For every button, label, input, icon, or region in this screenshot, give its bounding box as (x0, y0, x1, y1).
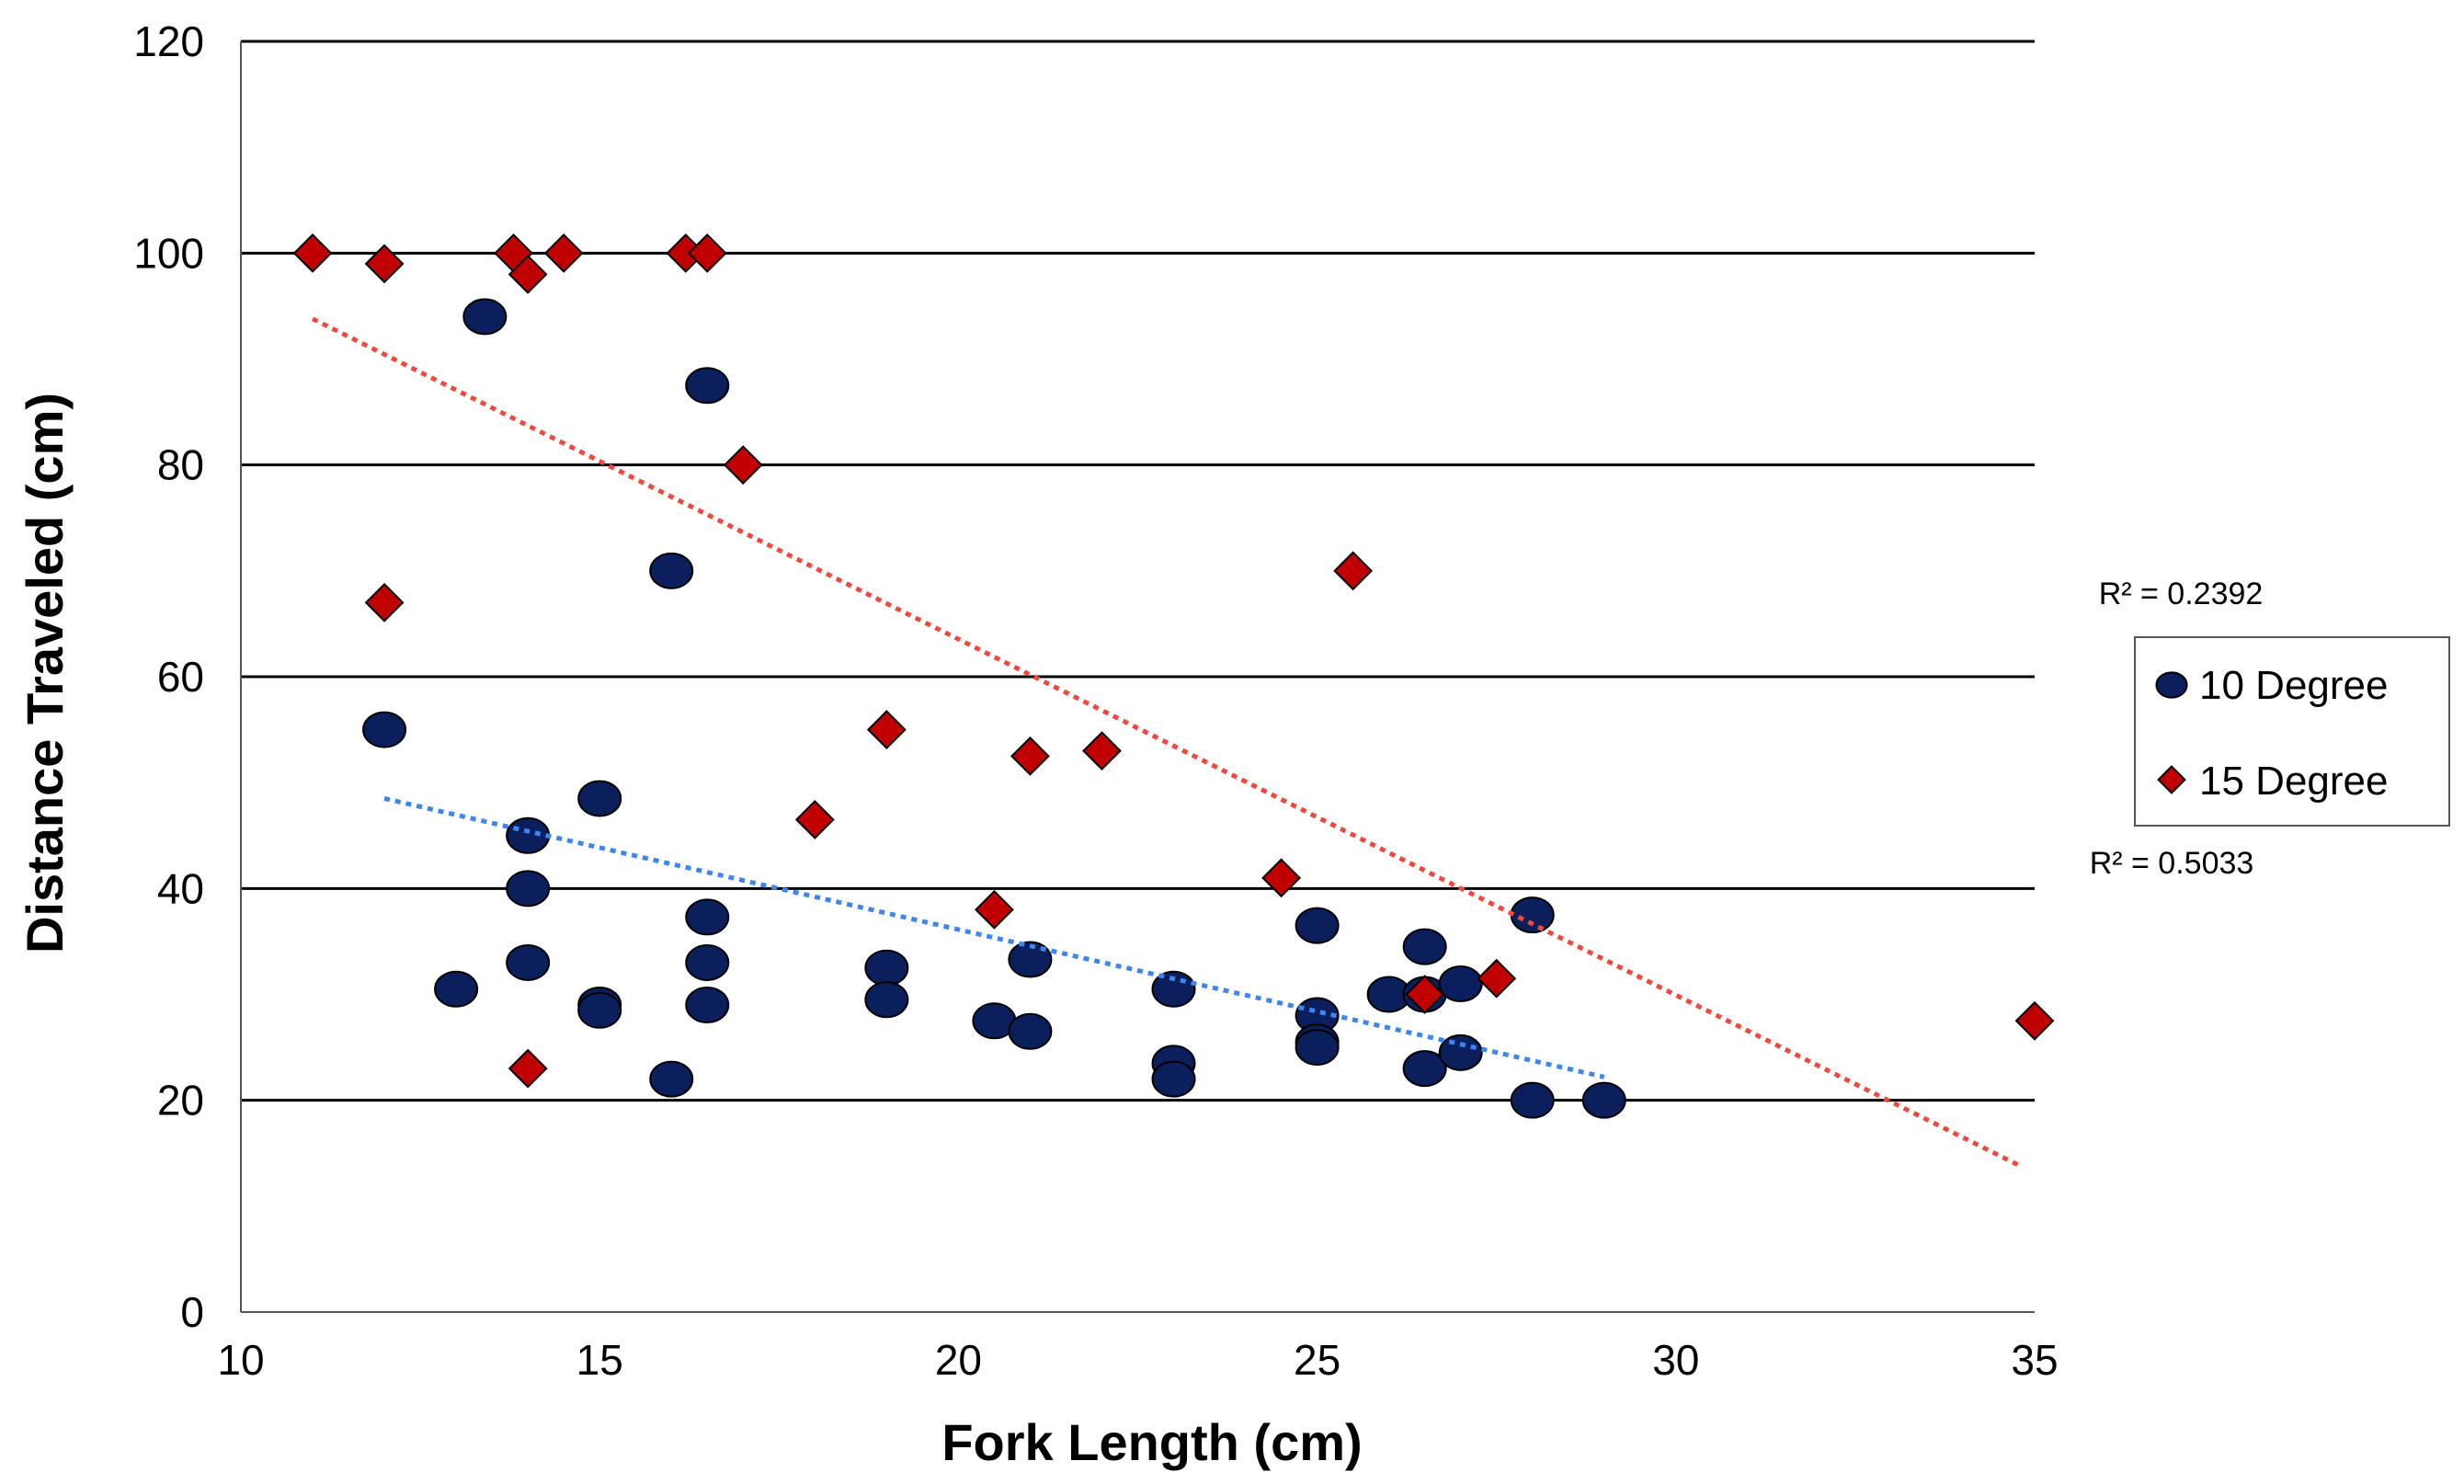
circle-point (462, 298, 508, 336)
trendlines (311, 316, 2022, 1169)
data-points (292, 233, 2055, 1119)
x-tick-label: 10 (217, 1336, 264, 1384)
diamond-point (292, 233, 333, 273)
y-tick-label: 40 (157, 864, 204, 912)
legend: 10 Degree 15 Degree (2134, 636, 2450, 827)
diamond-point (2014, 1000, 2055, 1041)
gridlines (241, 40, 2035, 1102)
series-15-degree (292, 233, 2055, 1089)
axes (240, 41, 2035, 1313)
diamond-point (1477, 958, 1517, 999)
r2-label-15-degree: R² = 0.2392 (2099, 576, 2264, 611)
x-tick-label: 25 (1294, 1336, 1340, 1384)
diamond-point (508, 254, 548, 294)
legend-circle-marker (2155, 671, 2188, 699)
y-axis-title: Distance Traveled (cm) (16, 393, 74, 953)
legend-marker-10-degree (2155, 671, 2188, 699)
diamond-point (723, 445, 763, 485)
legend-box (2134, 636, 2450, 827)
x-axis-title: Fork Length (cm) (941, 1413, 1362, 1471)
legend-marker-15-degree (2157, 765, 2186, 794)
circle-point (1295, 1029, 1340, 1067)
x-tick-label: 30 (1652, 1336, 1699, 1384)
legend-label-10-degree: 10 Degree (2199, 663, 2388, 708)
r2-label-10-degree: R² = 0.5033 (2090, 846, 2254, 881)
circle-point (1438, 1033, 1483, 1071)
circle-point (649, 1060, 694, 1098)
y-tick-label: 80 (157, 441, 204, 489)
diamond-point (1333, 551, 1374, 591)
diamond-point (1261, 858, 1301, 898)
circle-point (506, 943, 551, 981)
legend-diamond-marker (2157, 765, 2186, 794)
circle-point (685, 898, 730, 936)
circle-point (362, 711, 407, 748)
x-tick-label: 15 (576, 1336, 623, 1384)
trendline-15-degree (311, 316, 2022, 1169)
diamond-point (866, 710, 907, 749)
circle-point (577, 780, 622, 817)
diamond-point (1010, 736, 1050, 776)
circle-point (649, 552, 694, 589)
diamond-point (1405, 975, 1445, 1014)
circle-point (1510, 1081, 1555, 1119)
circle-point (1008, 1012, 1053, 1050)
circle-point (1510, 896, 1555, 934)
diamond-point (687, 233, 727, 273)
legend-label-15-degree: 15 Degree (2199, 759, 2388, 804)
circle-point (1438, 965, 1483, 1002)
y-tick-label: 20 (157, 1077, 204, 1124)
y-tick-label: 100 (133, 229, 204, 277)
circle-point (1295, 907, 1340, 944)
circle-point (1008, 941, 1053, 978)
circle-point (685, 943, 730, 981)
diamond-point (1082, 731, 1122, 771)
circle-point (1151, 1060, 1196, 1098)
circle-point (685, 987, 730, 1024)
y-tick-label: 120 (133, 17, 204, 65)
y-tick-label: 60 (157, 653, 204, 701)
diamond-point (543, 233, 584, 273)
circle-point (506, 870, 551, 908)
series-10-degree (362, 298, 1626, 1119)
x-tick-label: 20 (935, 1336, 982, 1384)
diamond-point (364, 244, 405, 284)
circle-point (506, 816, 551, 854)
tick-labels: 0 20 40 60 80 100 120 10 15 20 25 30 35 (133, 17, 2058, 1384)
diamond-point (975, 889, 1014, 930)
diamond-point (364, 582, 405, 622)
circle-point (1402, 928, 1447, 965)
x-tick-label: 35 (2011, 1336, 2058, 1384)
circle-point (685, 367, 730, 405)
circle-point (1402, 1050, 1447, 1088)
y-tick-label: 0 (180, 1288, 204, 1336)
circle-point (864, 949, 909, 987)
diamond-point (794, 800, 835, 839)
circle-point (577, 991, 622, 1029)
diamond-point (508, 1048, 548, 1089)
circle-point (1581, 1081, 1626, 1119)
circle-point (864, 981, 909, 1019)
circle-point (434, 970, 479, 1008)
